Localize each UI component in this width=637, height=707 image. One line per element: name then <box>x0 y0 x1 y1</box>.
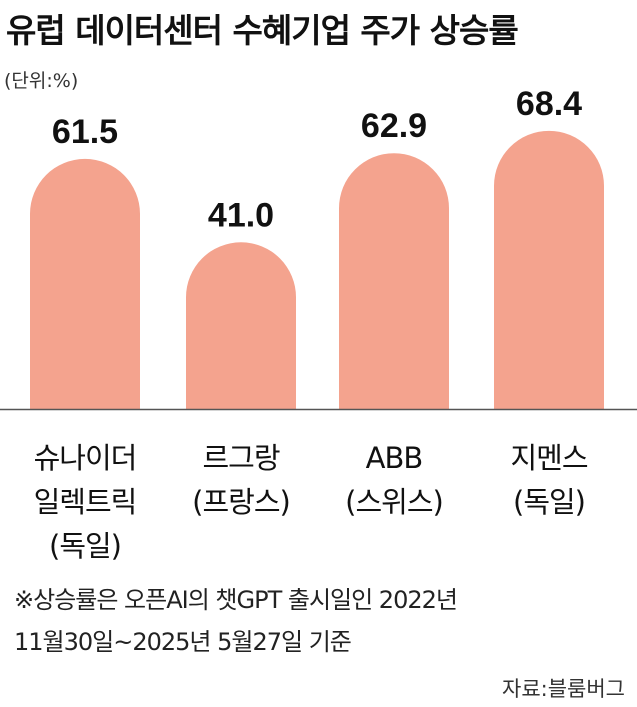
value-labels-group: 61.5 41.0 62.9 68.4 <box>52 85 582 234</box>
value-label-legrand: 41.0 <box>208 196 274 234</box>
bar-siemens <box>494 130 604 410</box>
category-label-legrand: 르그랑 (프랑스) <box>192 441 291 519</box>
value-label-abb: 62.9 <box>361 107 427 145</box>
footnote-line-2: 11월30일~2025년 5월27일 기준 <box>14 628 352 656</box>
bar-legrand <box>186 242 296 409</box>
source-credit: 자료:블룸버그 <box>502 677 625 701</box>
bars-group <box>30 130 604 410</box>
category-label-abb: ABB (스위스) <box>345 441 444 519</box>
category-label-siemens: 지멘스 (독일) <box>510 441 588 519</box>
value-label-siemens: 68.4 <box>516 85 582 123</box>
footnote-line-1: ※상승률은 오픈AI의 챗GPT 출시일인 2022년 <box>14 586 458 614</box>
category-label-schneider: 슈나이더 일렉트릭 (독일) <box>33 441 138 563</box>
bar-abb <box>339 153 449 409</box>
unit-label: (단위:%) <box>4 70 79 92</box>
bar-schneider <box>30 158 140 409</box>
chart-title: 유럽 데이터센터 수혜기업 주가 상승률 <box>6 11 519 50</box>
value-label-schneider: 61.5 <box>52 113 118 151</box>
